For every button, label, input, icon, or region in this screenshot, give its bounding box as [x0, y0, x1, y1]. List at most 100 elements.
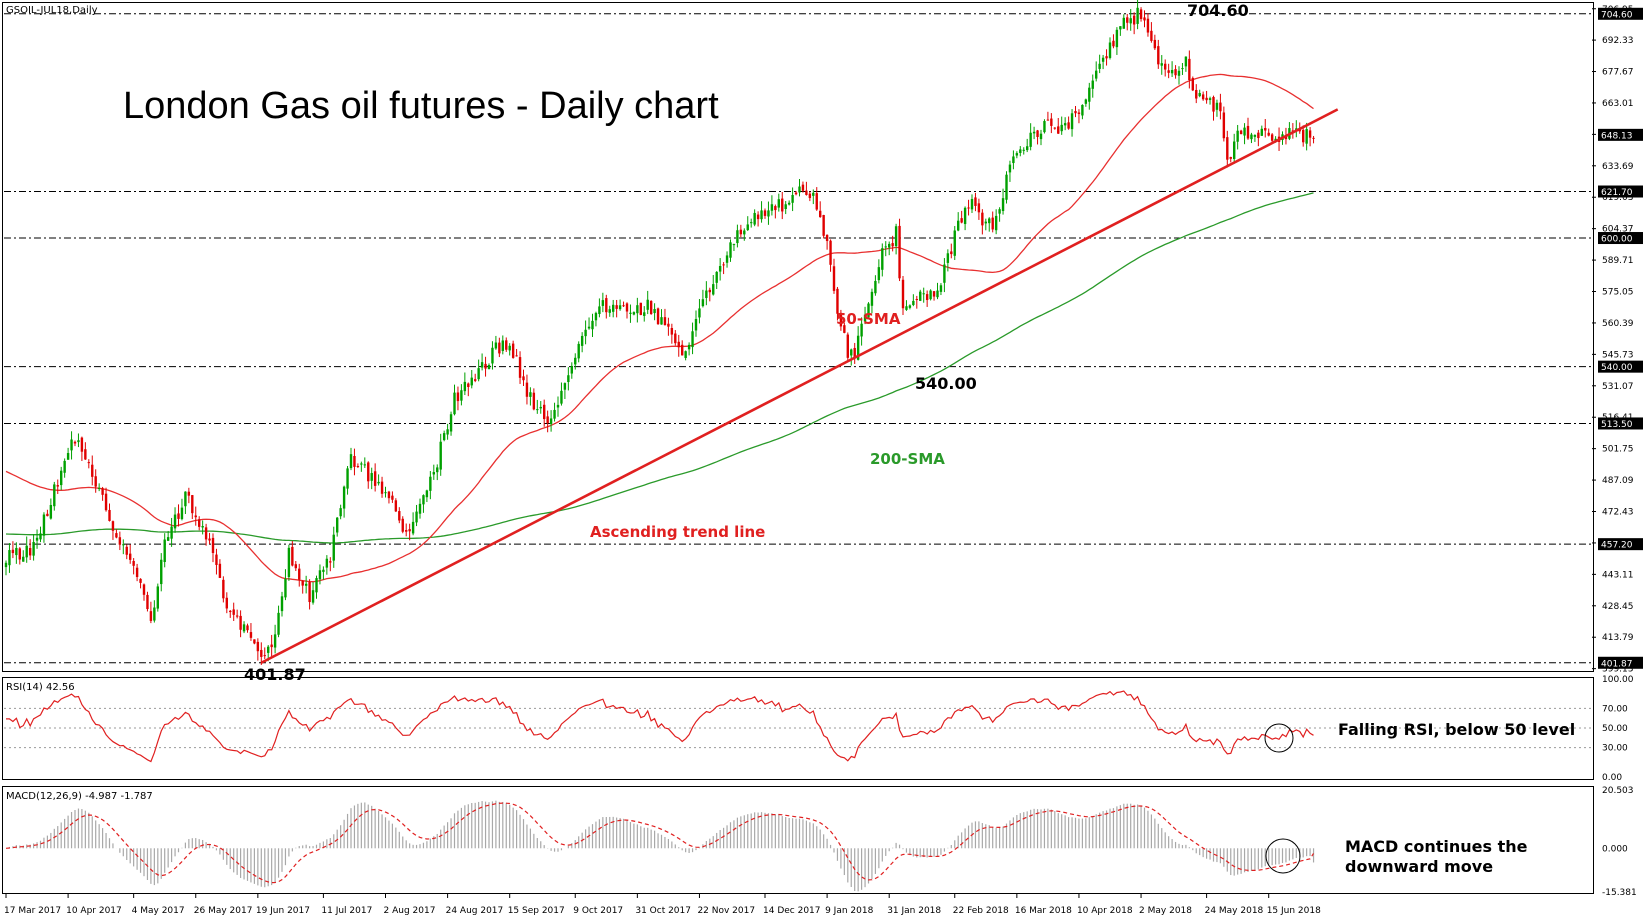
candle-body	[163, 539, 166, 563]
candle-body	[325, 558, 329, 568]
candlesticks	[4, 0, 1315, 665]
price-tick-label: 413.79	[1602, 633, 1634, 643]
candle-body	[1081, 104, 1084, 116]
low-label: 401.87	[244, 665, 306, 684]
candle-body	[794, 192, 798, 195]
candle-body	[1115, 29, 1119, 48]
candle-body	[1060, 124, 1063, 132]
candle-body	[888, 243, 891, 248]
candle-body	[315, 578, 318, 593]
candle-body	[763, 210, 767, 216]
candle-body	[1050, 118, 1053, 126]
candle-body	[39, 533, 42, 540]
candle-body	[311, 590, 315, 603]
candle-body	[1212, 96, 1215, 112]
candle-body	[1184, 56, 1188, 67]
candle-body	[943, 264, 946, 283]
time-tick-label: 16 Mar 2018	[1015, 906, 1072, 916]
macd-signal-line	[5, 802, 1315, 884]
candle-body	[198, 519, 201, 527]
candle-body	[1057, 126, 1060, 134]
candle-body	[56, 485, 59, 487]
price-tick-label: 472.43	[1602, 508, 1634, 518]
candle-body	[891, 243, 894, 247]
candle-body	[518, 357, 522, 378]
candle-body	[180, 507, 184, 520]
price-marker-box	[1598, 7, 1643, 20]
candle-body	[787, 202, 791, 205]
candle-body	[832, 266, 836, 291]
candle-body	[1219, 102, 1222, 112]
candle-body	[715, 271, 718, 283]
candle-body	[698, 308, 701, 318]
candle-body	[1150, 30, 1153, 41]
candle-body	[211, 537, 215, 553]
candle-body	[760, 210, 763, 220]
candle-body	[101, 488, 104, 495]
rsi-tick-label: 50.00	[1602, 724, 1628, 734]
candle-body	[487, 364, 491, 370]
candle-body	[515, 355, 518, 357]
candle-body	[612, 304, 615, 312]
candle-body	[936, 290, 939, 298]
candle-body	[1264, 127, 1267, 131]
candle-body	[705, 290, 708, 298]
candle-body	[422, 495, 425, 505]
candle-body	[249, 632, 253, 638]
candle-body	[1005, 174, 1008, 200]
candle-body	[153, 607, 156, 621]
candle-body	[522, 376, 525, 381]
candle-body	[201, 526, 204, 528]
candle-body	[263, 655, 266, 657]
candle-body	[625, 303, 629, 312]
candle-body	[242, 624, 246, 632]
price-marker-label: 600.00	[1601, 235, 1633, 245]
time-tick-label: 9 Jan 2018	[825, 906, 873, 916]
candle-body	[746, 224, 749, 231]
candle-body	[1043, 121, 1046, 133]
candle-body	[539, 406, 542, 409]
price-tick-label: 663.01	[1602, 99, 1634, 109]
candle-body	[97, 487, 101, 489]
candle-body	[260, 649, 263, 657]
candle-body	[718, 265, 722, 272]
time-tick-label: 15 Sep 2017	[508, 906, 565, 916]
candle-body	[291, 546, 294, 566]
candle-body	[919, 291, 922, 301]
macd-note-line1: MACD continues the	[1345, 837, 1528, 856]
macd-highlight-circle	[1265, 838, 1301, 874]
candle-body	[270, 644, 273, 648]
candle-body	[543, 404, 546, 420]
candle-body	[601, 300, 605, 306]
candle-body	[49, 504, 53, 519]
candle-body	[429, 476, 432, 491]
candle-body	[339, 508, 342, 517]
high-label: 704.60	[1187, 1, 1249, 20]
candle-body	[701, 299, 705, 307]
candle-body	[988, 218, 991, 224]
candle-body	[391, 495, 394, 500]
candle-body	[498, 342, 501, 354]
candle-body	[1157, 46, 1160, 65]
candle-body	[156, 586, 159, 609]
candle-body	[725, 255, 729, 263]
candle-body	[560, 390, 563, 404]
candle-body	[1164, 63, 1167, 70]
candle-body	[294, 564, 297, 569]
candle-body	[874, 280, 877, 294]
candle-body	[677, 341, 680, 348]
candle-body	[839, 312, 843, 327]
candle-body	[108, 509, 111, 521]
candle-body	[908, 305, 912, 308]
candle-body	[449, 414, 453, 432]
candle-body	[781, 198, 784, 212]
candle-body	[246, 625, 249, 631]
candle-body	[394, 500, 398, 512]
price-marker-label: 621.70	[1601, 188, 1633, 198]
time-tick-label: 2 Aug 2017	[384, 906, 436, 916]
candle-body	[53, 484, 56, 507]
candle-body	[125, 546, 128, 555]
candle-body	[639, 302, 642, 315]
candle-body	[1233, 141, 1236, 159]
price-marker-label: 540.00	[1601, 363, 1633, 373]
